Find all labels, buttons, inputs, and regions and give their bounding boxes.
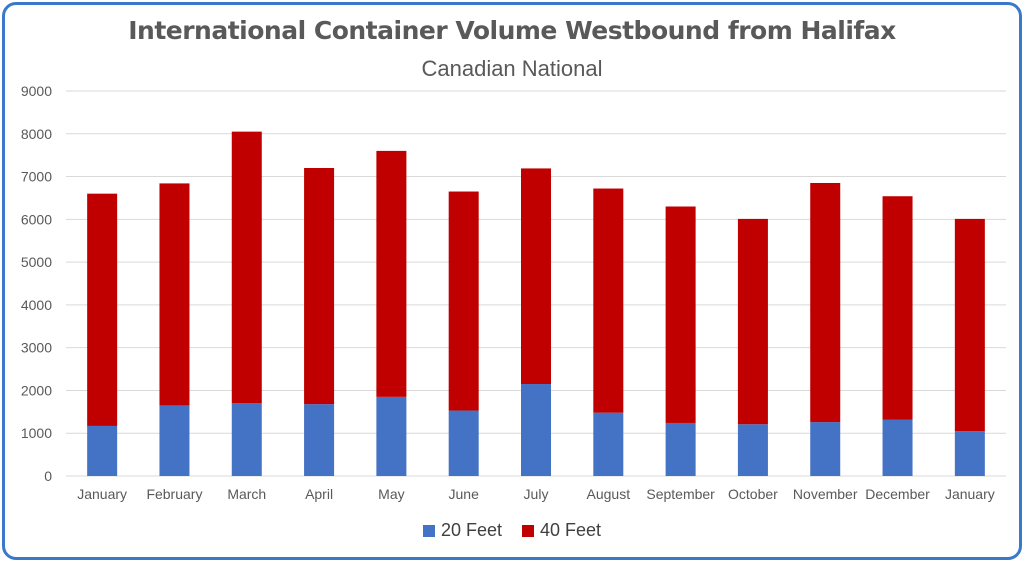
x-tick-label: April xyxy=(305,486,333,502)
bar-40-feet xyxy=(665,206,696,423)
legend-item-20-feet: 20 Feet xyxy=(422,520,502,541)
chart-subtitle: Canadian National xyxy=(421,56,603,81)
bar-40-feet xyxy=(737,218,768,425)
bar-40-feet xyxy=(593,188,624,413)
legend-item-40-feet: 40 Feet xyxy=(522,520,601,541)
x-tick-label: February xyxy=(146,486,202,502)
y-tick-label: 0 xyxy=(44,468,52,484)
y-tick-label: 3000 xyxy=(21,340,52,356)
x-tick-label: May xyxy=(378,486,404,502)
x-tick-label: July xyxy=(524,486,549,502)
bar-40-feet xyxy=(304,168,335,405)
bar-20-feet xyxy=(954,431,985,476)
bar-40-feet xyxy=(521,168,551,385)
bar-20-feet xyxy=(882,419,913,476)
y-tick-label: 7000 xyxy=(21,169,52,185)
bar-20-feet xyxy=(665,422,696,476)
bar-20-feet xyxy=(593,412,624,476)
bar-20-feet xyxy=(737,424,768,476)
bar-20-feet xyxy=(231,403,262,476)
bar-20-feet xyxy=(376,396,407,476)
y-tick-label: 9000 xyxy=(21,83,52,99)
legend: 20 Feet 40 Feet xyxy=(0,520,1024,541)
bar-40-feet xyxy=(231,131,262,404)
x-tick-label: January xyxy=(77,486,127,502)
legend-swatch-40-feet xyxy=(522,524,534,537)
bar-20-feet xyxy=(159,405,190,476)
bar-40-feet xyxy=(448,191,479,411)
bar-20-feet xyxy=(304,404,335,476)
bar-40-feet xyxy=(954,218,985,432)
legend-swatch-20-feet xyxy=(422,524,435,537)
y-tick-label: 8000 xyxy=(21,126,52,142)
x-tick-label: June xyxy=(449,486,480,502)
x-tick-label: October xyxy=(728,486,778,502)
x-tick-label: November xyxy=(793,486,858,502)
bar-20-feet xyxy=(521,384,551,476)
legend-label-40-feet: 40 Feet xyxy=(540,520,602,540)
bar-40-feet xyxy=(87,193,118,426)
x-tick-label: March xyxy=(227,486,266,502)
x-tick-label: August xyxy=(587,486,631,502)
y-tick-label: 2000 xyxy=(21,382,52,398)
bar-20-feet xyxy=(810,422,841,476)
bar-40-feet xyxy=(159,183,190,406)
bar-20-feet xyxy=(87,425,118,476)
x-tick-label: December xyxy=(865,486,930,502)
bar-40-feet xyxy=(810,182,841,423)
y-tick-label: 6000 xyxy=(21,211,52,227)
y-tick-label: 5000 xyxy=(21,254,52,270)
x-tick-label: January xyxy=(945,486,995,502)
y-tick-label: 4000 xyxy=(21,297,52,313)
bar-40-feet xyxy=(376,150,407,397)
x-tick-label: September xyxy=(646,486,715,502)
bar-20-feet xyxy=(448,410,479,476)
bar-40-feet xyxy=(882,196,913,420)
legend-label-20-feet: 20 Feet xyxy=(440,520,502,540)
y-tick-label: 1000 xyxy=(21,425,52,441)
chart-title: International Container Volume Westbound… xyxy=(128,16,896,45)
